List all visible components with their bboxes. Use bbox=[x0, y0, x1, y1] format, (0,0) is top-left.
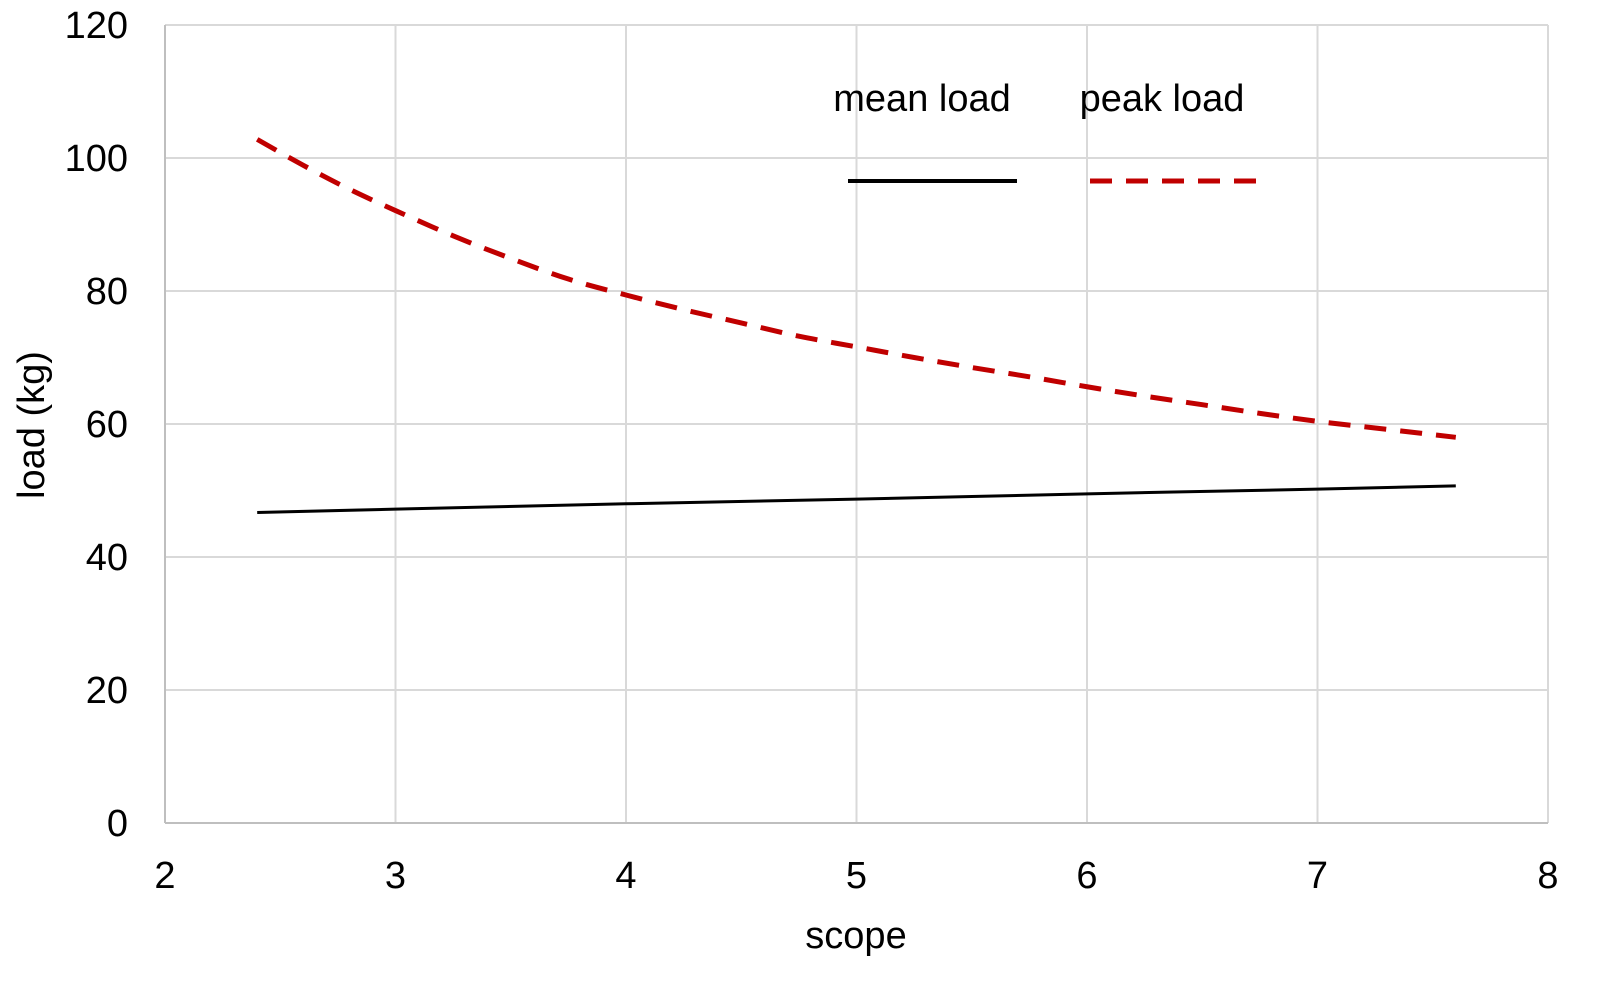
x-tick-label: 8 bbox=[1537, 855, 1558, 897]
series bbox=[255, 137, 1457, 514]
legend-item-mean-load: mean load bbox=[833, 78, 1017, 183]
x-axis-label: scope bbox=[805, 915, 906, 957]
x-tick-label: 6 bbox=[1076, 855, 1097, 897]
legend-label: mean load bbox=[833, 78, 1010, 120]
x-tick-label: 7 bbox=[1307, 855, 1328, 897]
series-line-mean-load bbox=[257, 484, 1456, 514]
x-tick-label: 2 bbox=[154, 855, 175, 897]
y-tick-label: 80 bbox=[86, 271, 128, 313]
y-axis-label: load (kg) bbox=[11, 351, 53, 499]
y-tick-label: 100 bbox=[65, 138, 128, 180]
y-tick-label: 20 bbox=[86, 670, 128, 712]
tick-labels: 0 20 40 60 80 100 120 2 3 4 5 6 7 8 bbox=[65, 5, 1559, 897]
grid bbox=[165, 24, 1549, 823]
legend: mean load peak load bbox=[833, 78, 1256, 184]
x-tick-label: 5 bbox=[846, 855, 867, 897]
x-tick-label: 3 bbox=[385, 855, 406, 897]
y-tick-label: 60 bbox=[86, 404, 128, 446]
legend-item-peak-load: peak load bbox=[1080, 78, 1256, 184]
legend-label: peak load bbox=[1080, 78, 1245, 120]
x-tick-label: 4 bbox=[615, 855, 636, 897]
y-tick-label: 0 bbox=[107, 803, 128, 845]
y-tick-label: 40 bbox=[86, 537, 128, 579]
y-tick-label: 120 bbox=[65, 5, 128, 47]
series-line-peak-load bbox=[255, 137, 1457, 440]
axes bbox=[164, 25, 1548, 824]
